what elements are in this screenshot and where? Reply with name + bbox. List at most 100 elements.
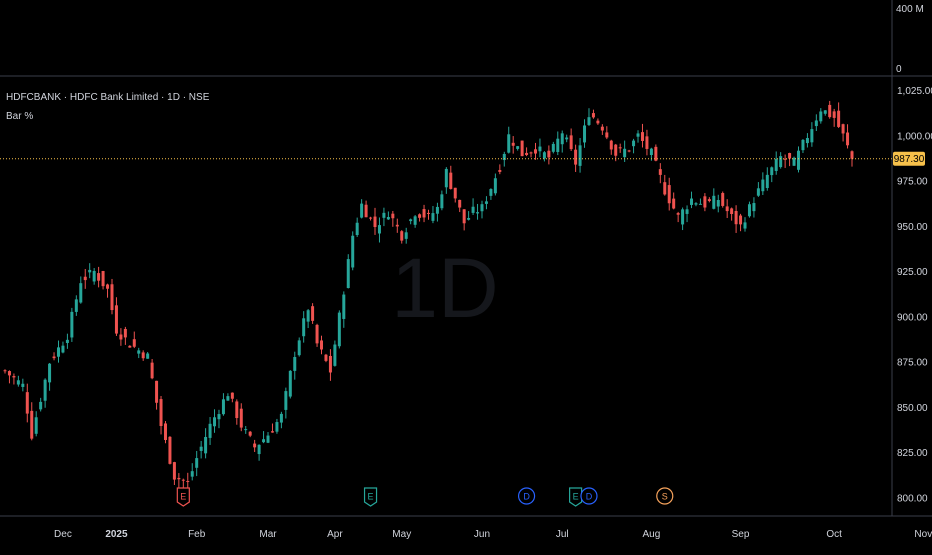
candle-body[interactable] bbox=[360, 203, 364, 218]
candle-body[interactable] bbox=[480, 204, 484, 212]
candle-body[interactable] bbox=[253, 443, 257, 448]
candle-body[interactable] bbox=[511, 142, 515, 146]
candle-body[interactable] bbox=[279, 413, 283, 423]
candle-body[interactable] bbox=[721, 193, 725, 206]
candle-body[interactable] bbox=[230, 392, 234, 399]
candle-body[interactable] bbox=[56, 347, 60, 357]
candle-body[interactable] bbox=[823, 110, 827, 114]
earnings-marker[interactable] bbox=[176, 487, 190, 507]
candle-body[interactable] bbox=[61, 345, 65, 353]
candle-body[interactable] bbox=[195, 458, 199, 468]
candle-body[interactable] bbox=[440, 194, 444, 209]
candle-body[interactable] bbox=[623, 148, 627, 158]
candle-body[interactable] bbox=[413, 216, 417, 225]
candle-body[interactable] bbox=[841, 124, 845, 134]
candle-body[interactable] bbox=[159, 399, 163, 426]
split-marker[interactable] bbox=[656, 487, 674, 505]
candle-body[interactable] bbox=[520, 140, 524, 157]
candle-body[interactable] bbox=[654, 146, 658, 161]
candle-body[interactable] bbox=[542, 152, 546, 159]
candle-body[interactable] bbox=[208, 423, 212, 438]
candle-body[interactable] bbox=[119, 334, 123, 340]
candle-body[interactable] bbox=[690, 198, 694, 205]
candle-body[interactable] bbox=[725, 206, 729, 212]
candle-body[interactable] bbox=[837, 110, 841, 127]
candle-body[interactable] bbox=[797, 150, 801, 170]
earnings-marker[interactable] bbox=[363, 487, 378, 507]
candle-body[interactable] bbox=[649, 148, 653, 155]
candle-body[interactable] bbox=[471, 206, 475, 213]
candle-body[interactable] bbox=[377, 225, 381, 234]
candle-body[interactable] bbox=[324, 354, 328, 361]
symbol-legend[interactable]: HDFCBANK · HDFC Bank Limited · 1D · NSE bbox=[6, 92, 210, 103]
candle-body[interactable] bbox=[25, 392, 29, 414]
candle-body[interactable] bbox=[605, 132, 609, 138]
candle-body[interactable] bbox=[792, 157, 796, 166]
candle-body[interactable] bbox=[302, 318, 306, 337]
candle-body[interactable] bbox=[221, 399, 225, 415]
candle-body[interactable] bbox=[609, 140, 613, 150]
candle-body[interactable] bbox=[199, 446, 203, 451]
candle-body[interactable] bbox=[591, 113, 595, 118]
candle-body[interactable] bbox=[163, 423, 167, 441]
candle-body[interactable] bbox=[74, 299, 78, 312]
candle-body[interactable] bbox=[761, 179, 765, 192]
candle-body[interactable] bbox=[587, 117, 591, 125]
candle-body[interactable] bbox=[315, 324, 319, 344]
candle-body[interactable] bbox=[444, 168, 448, 188]
candle-body[interactable] bbox=[596, 120, 600, 124]
candle-body[interactable] bbox=[556, 138, 560, 152]
candle-body[interactable] bbox=[672, 198, 676, 209]
candle-body[interactable] bbox=[30, 410, 34, 439]
candle-body[interactable] bbox=[346, 259, 350, 289]
candle-body[interactable] bbox=[569, 135, 573, 150]
candle-body[interactable] bbox=[774, 158, 778, 171]
candle-body[interactable] bbox=[106, 284, 110, 289]
candle-body[interactable] bbox=[226, 396, 230, 401]
candle-body[interactable] bbox=[355, 222, 359, 236]
candle-body[interactable] bbox=[476, 212, 480, 214]
candle-body[interactable] bbox=[328, 355, 332, 373]
candle-body[interactable] bbox=[752, 203, 756, 212]
candle-body[interactable] bbox=[663, 182, 667, 195]
candle-body[interactable] bbox=[698, 203, 702, 205]
candle-body[interactable] bbox=[382, 212, 386, 218]
candle-body[interactable] bbox=[493, 178, 497, 194]
candle-body[interactable] bbox=[3, 370, 7, 372]
candle-body[interactable] bbox=[297, 340, 301, 356]
candle-body[interactable] bbox=[110, 284, 114, 311]
candle-body[interactable] bbox=[846, 132, 850, 146]
dividend-marker[interactable] bbox=[580, 487, 598, 505]
time-axis[interactable]: Dec 2025 Feb Mar Apr May Jun Jul Aug Sep Oct Nov bbox=[54, 529, 932, 540]
candle-body[interactable] bbox=[293, 357, 297, 371]
candle-body[interactable] bbox=[529, 152, 533, 154]
candle-body[interactable] bbox=[190, 471, 194, 477]
candle-body[interactable] bbox=[779, 156, 783, 168]
candle-body[interactable] bbox=[284, 391, 288, 410]
candle-body[interactable] bbox=[658, 169, 662, 175]
candle-body[interactable] bbox=[270, 431, 274, 433]
candle-body[interactable] bbox=[137, 350, 141, 354]
candle-body[interactable] bbox=[88, 269, 92, 273]
candle-body[interactable] bbox=[204, 436, 208, 454]
candle-body[interactable] bbox=[266, 435, 270, 443]
candle-body[interactable] bbox=[422, 209, 426, 218]
candle-body[interactable] bbox=[404, 232, 408, 239]
candle-body[interactable] bbox=[770, 167, 774, 176]
earnings-marker[interactable] bbox=[569, 487, 583, 507]
candle-body[interactable] bbox=[743, 222, 747, 229]
candle-body[interactable] bbox=[150, 362, 154, 379]
candle-body[interactable] bbox=[449, 172, 453, 189]
candle-body[interactable] bbox=[676, 213, 680, 215]
candle-body[interactable] bbox=[462, 209, 466, 224]
candle-body[interactable] bbox=[694, 203, 698, 205]
candle-body[interactable] bbox=[409, 219, 413, 222]
candle-body[interactable] bbox=[645, 136, 649, 149]
candle-body[interactable] bbox=[12, 376, 16, 378]
candle-body[interactable] bbox=[16, 380, 20, 385]
candle-body[interactable] bbox=[101, 270, 105, 287]
candle-body[interactable] bbox=[801, 139, 805, 151]
candle-body[interactable] bbox=[453, 187, 457, 199]
candle-body[interactable] bbox=[632, 140, 636, 147]
candle-body[interactable] bbox=[551, 143, 555, 152]
